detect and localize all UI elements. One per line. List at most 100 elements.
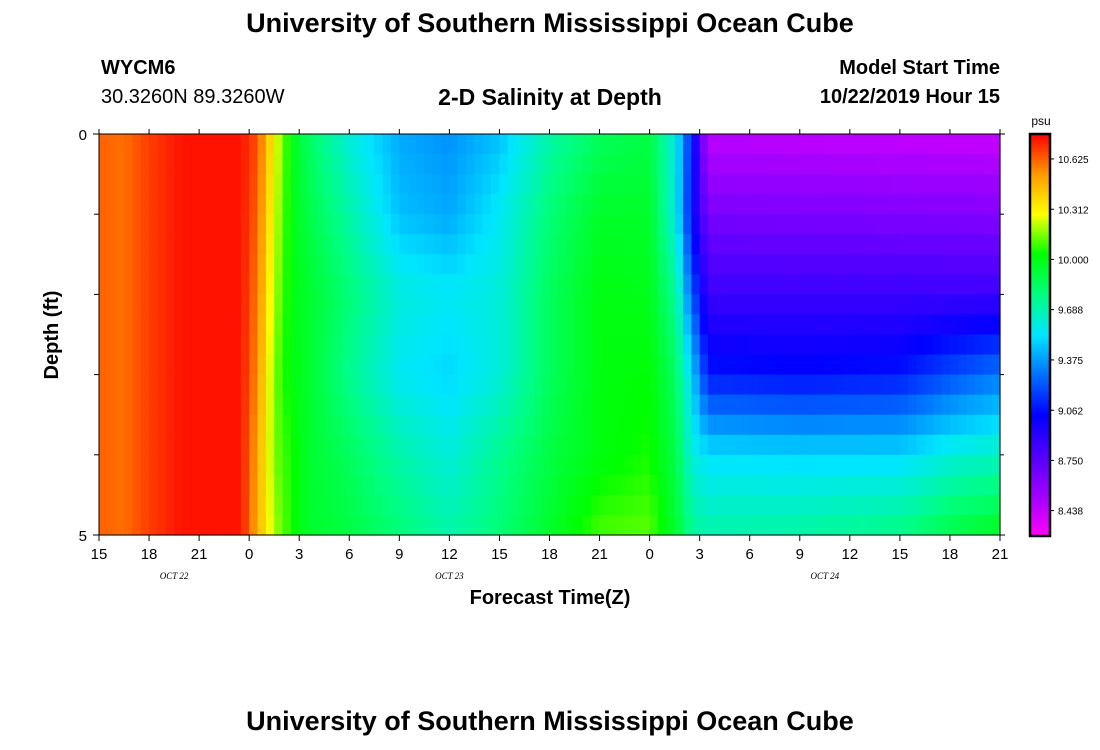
heatmap-cell <box>624 474 634 496</box>
heatmap-cell <box>507 174 517 195</box>
heatmap-cell <box>274 514 284 536</box>
x-tick-label: 0 <box>245 546 253 563</box>
heatmap-cell <box>666 334 676 356</box>
colorbar-segment <box>1030 390 1050 393</box>
colorbar-segment <box>1030 320 1050 323</box>
heatmap-cell <box>441 334 450 356</box>
heatmap-cell <box>399 394 409 416</box>
heatmap-cell <box>682 334 692 356</box>
heatmap-cell <box>691 154 701 175</box>
heatmap-cell <box>99 274 108 295</box>
heatmap-cell <box>974 274 984 295</box>
heatmap-cell <box>991 314 1001 336</box>
heatmap-cell <box>766 274 776 295</box>
heatmap-cell <box>824 234 834 255</box>
heatmap-cell <box>774 374 784 396</box>
heatmap-cell <box>165 354 175 376</box>
heatmap-cell <box>482 174 492 195</box>
heatmap-cell <box>691 194 701 215</box>
heatmap-cell <box>991 174 1001 195</box>
heatmap-cell <box>290 214 300 235</box>
heatmap-cell <box>365 234 375 255</box>
y-tick-label: 0 <box>79 127 87 144</box>
heatmap-cell <box>591 434 601 456</box>
heatmap-cell <box>290 414 300 436</box>
heatmap-cell <box>541 154 551 175</box>
heatmap-cell <box>899 274 909 295</box>
heatmap-cell <box>140 414 150 436</box>
heatmap-cell <box>157 374 167 396</box>
heatmap-cell <box>499 374 509 396</box>
heatmap-cell <box>591 314 601 336</box>
heatmap-cell <box>482 514 492 536</box>
heatmap-cell <box>265 214 275 235</box>
heatmap-cell <box>491 154 501 175</box>
heatmap-cell <box>641 134 651 155</box>
heatmap-cell <box>332 134 342 155</box>
heatmap-cell <box>132 394 142 416</box>
colorbar-segment <box>1030 376 1050 379</box>
heatmap-cell <box>532 194 542 215</box>
heatmap-cell <box>958 474 968 496</box>
heatmap-cell <box>257 294 267 316</box>
heatmap-cell <box>174 234 184 255</box>
heatmap-cell <box>474 454 484 476</box>
heatmap-cell <box>424 194 434 215</box>
colorbar-segment <box>1030 284 1050 287</box>
heatmap-cell <box>657 494 667 516</box>
heatmap-cell <box>382 254 392 275</box>
colorbar-segment <box>1030 484 1050 487</box>
heatmap-cell <box>115 194 125 215</box>
heatmap-cell <box>783 454 793 476</box>
heatmap-cell <box>240 474 250 496</box>
heatmap-cell <box>941 294 951 316</box>
heatmap-cell <box>574 454 584 476</box>
heatmap-cell <box>232 314 242 336</box>
heatmap-cell <box>124 354 133 376</box>
heatmap-cell <box>933 474 943 496</box>
heatmap-cell <box>215 374 225 396</box>
heatmap-cell <box>232 494 242 516</box>
heatmap-cell <box>791 374 801 396</box>
heatmap-cell <box>641 154 651 175</box>
heatmap-cell <box>958 194 968 215</box>
heatmap-cell <box>566 394 576 416</box>
heatmap-cell <box>641 334 651 356</box>
heatmap-cell <box>382 234 392 255</box>
heatmap-cell <box>708 454 717 476</box>
heatmap-cell <box>624 394 634 416</box>
heatmap-cell <box>841 474 851 496</box>
heatmap-cell <box>424 474 434 496</box>
heatmap-cell <box>482 394 492 416</box>
heatmap-cell <box>382 214 392 235</box>
heatmap-cell <box>783 354 793 376</box>
heatmap-cell <box>157 354 167 376</box>
heatmap-cell <box>157 194 167 215</box>
heatmap-cell <box>599 254 609 275</box>
heatmap-cell <box>99 494 108 516</box>
heatmap-cell <box>949 214 959 235</box>
heatmap-cell <box>699 414 709 436</box>
heatmap-cell <box>799 274 809 295</box>
heatmap-cell <box>349 474 359 496</box>
heatmap-cell <box>749 314 759 336</box>
heatmap-cell <box>741 434 751 456</box>
heatmap-cell <box>491 274 501 295</box>
heatmap-cell <box>516 454 526 476</box>
heatmap-cell <box>657 434 667 456</box>
heatmap-cell <box>232 474 242 496</box>
heatmap-cell <box>924 494 934 516</box>
heatmap-cell <box>808 334 818 356</box>
heatmap-cell <box>299 314 309 336</box>
heatmap-cell <box>399 254 409 275</box>
heatmap-cell <box>599 194 609 215</box>
heatmap-cell <box>441 494 450 516</box>
heatmap-cell <box>591 374 601 396</box>
heatmap-cell <box>591 134 601 155</box>
heatmap-cell <box>716 174 726 195</box>
colorbar-segment <box>1030 208 1050 211</box>
heatmap-cell <box>666 474 676 496</box>
heatmap-cell <box>708 354 717 376</box>
heatmap-cell <box>349 294 359 316</box>
heatmap-cell <box>941 474 951 496</box>
